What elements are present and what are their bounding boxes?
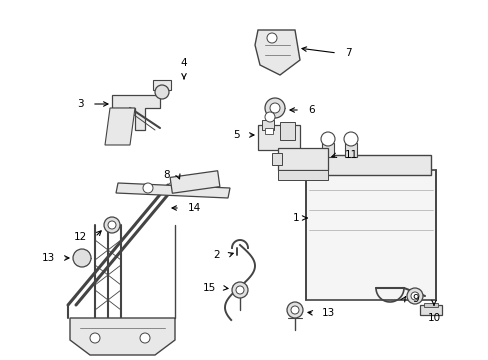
Text: 4: 4	[181, 58, 187, 68]
Text: 13: 13	[41, 253, 55, 263]
Circle shape	[406, 288, 422, 304]
Bar	[258, 125, 299, 150]
Text: 14: 14	[187, 203, 201, 213]
Circle shape	[73, 249, 91, 267]
Text: 9: 9	[411, 294, 418, 304]
Bar	[153, 80, 171, 90]
Bar	[262, 120, 273, 130]
Polygon shape	[70, 318, 175, 355]
Text: 12: 12	[74, 232, 87, 242]
Bar	[278, 170, 327, 180]
Bar	[305, 170, 435, 300]
Text: 15: 15	[203, 283, 216, 293]
Bar	[310, 155, 430, 175]
Bar	[271, 153, 282, 165]
Bar	[278, 148, 327, 170]
Circle shape	[142, 183, 153, 193]
Bar	[321, 143, 333, 157]
Bar	[419, 305, 441, 315]
Circle shape	[231, 282, 247, 298]
Polygon shape	[254, 30, 299, 75]
Polygon shape	[116, 183, 229, 198]
Circle shape	[90, 333, 100, 343]
Text: 11: 11	[345, 150, 358, 160]
Circle shape	[290, 306, 298, 314]
Text: 13: 13	[321, 308, 335, 318]
Text: 3: 3	[77, 99, 84, 109]
Circle shape	[236, 286, 244, 294]
Circle shape	[286, 302, 303, 318]
Circle shape	[320, 132, 334, 146]
Polygon shape	[112, 95, 160, 130]
Circle shape	[140, 333, 150, 343]
Circle shape	[104, 217, 120, 233]
Bar	[264, 128, 272, 134]
Circle shape	[264, 112, 274, 122]
Text: 5: 5	[233, 130, 240, 140]
Circle shape	[269, 103, 280, 113]
Polygon shape	[170, 171, 220, 193]
Text: 6: 6	[307, 105, 314, 115]
Text: 8: 8	[163, 170, 170, 180]
Circle shape	[155, 85, 169, 99]
Circle shape	[410, 292, 418, 300]
Bar	[345, 143, 356, 157]
Circle shape	[266, 33, 276, 43]
Bar	[423, 303, 437, 307]
Polygon shape	[105, 108, 135, 145]
Text: 10: 10	[427, 313, 440, 323]
Text: 1: 1	[292, 213, 298, 223]
Text: 2: 2	[213, 250, 220, 260]
Text: 7: 7	[345, 48, 351, 58]
Circle shape	[108, 221, 116, 229]
Bar	[280, 122, 294, 140]
Circle shape	[264, 98, 285, 118]
Circle shape	[343, 132, 357, 146]
